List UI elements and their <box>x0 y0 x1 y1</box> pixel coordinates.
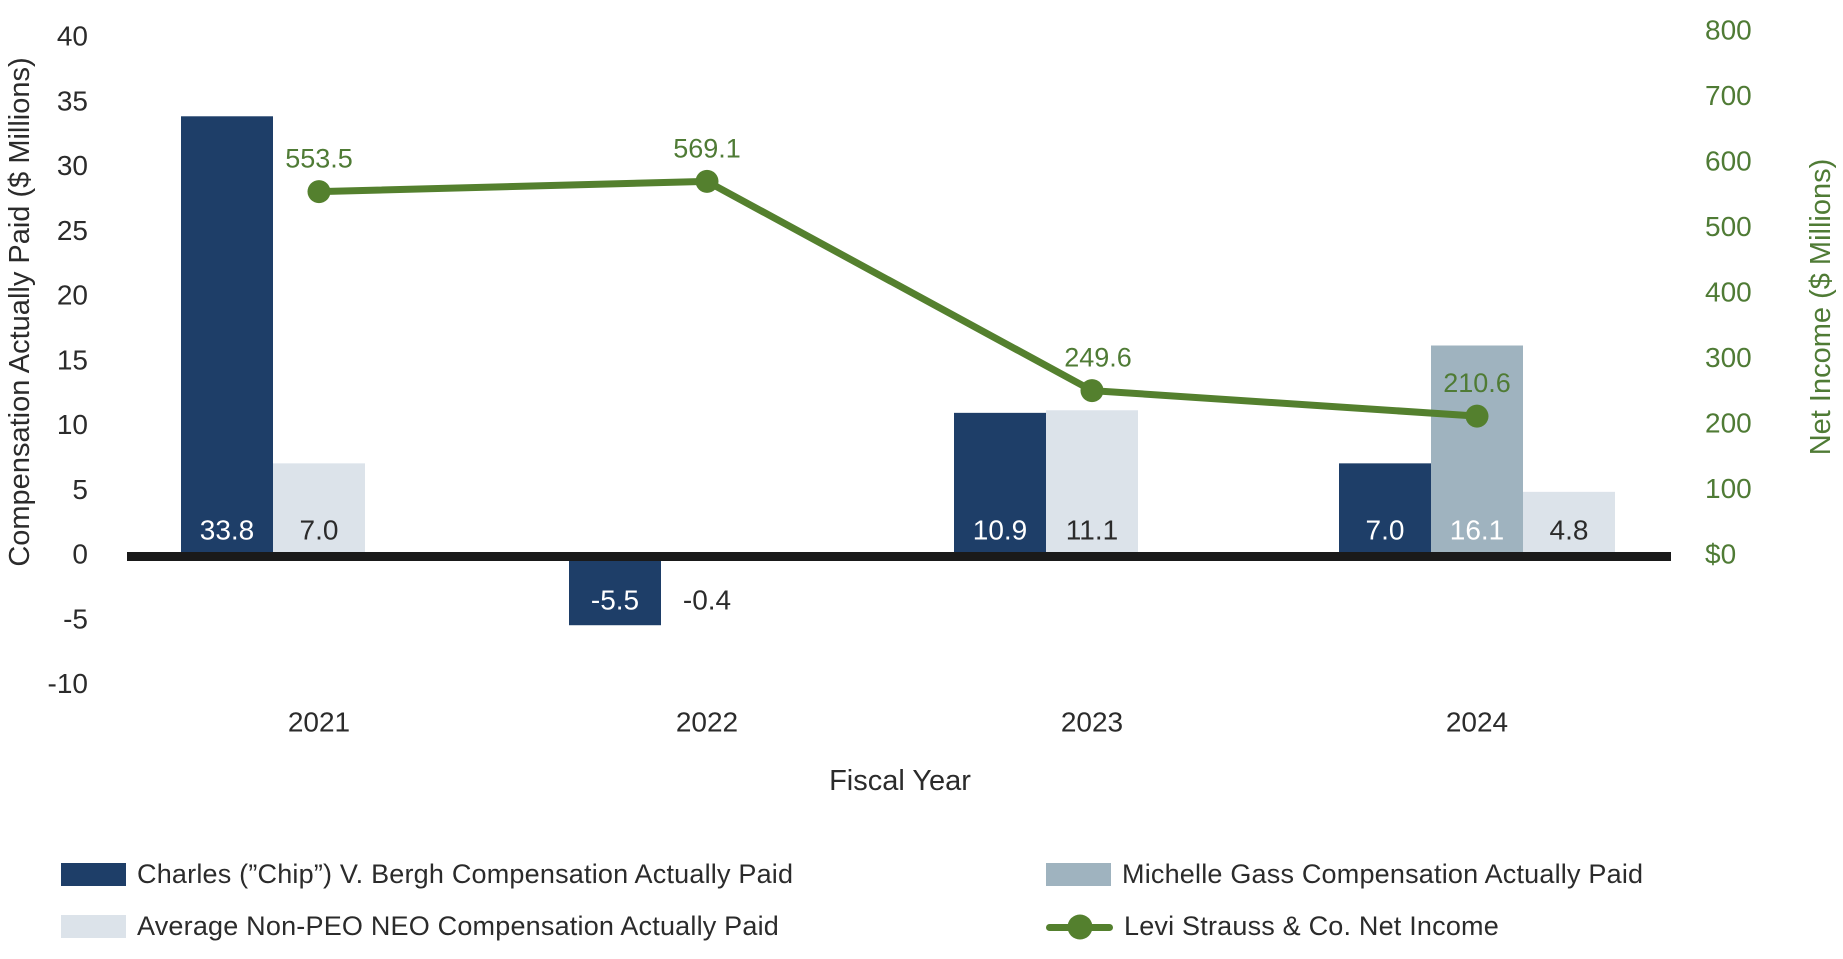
legend-label-net-income: Levi Strauss & Co. Net Income <box>1124 911 1499 941</box>
net-income-line <box>315 177 1481 420</box>
legend-label-bergh: Charles (”Chip”) V. Bergh Compensation A… <box>137 859 794 889</box>
net-income-value-label-2022: 569.1 <box>673 133 741 163</box>
legend-label-non-peo-neo: Average Non-PEO NEO Compensation Actuall… <box>137 911 780 941</box>
bar-2023-non-peo-neo <box>1046 410 1138 554</box>
bar-value-label-2021: 33.8 <box>200 515 255 546</box>
x-axis-tick-2021: 2021 <box>288 707 350 738</box>
x-axis-line <box>127 552 1671 561</box>
right-axis-tick-$0: $0 <box>1705 539 1736 570</box>
left-axis-tick-15: 15 <box>57 344 88 375</box>
bar-value-label-2022: -5.5 <box>591 585 639 616</box>
bar-2024-bergh <box>1339 463 1431 554</box>
bar-2022-bergh <box>569 554 661 626</box>
net-income-marker-icon <box>1067 914 1092 939</box>
x-axis-tick-2022: 2022 <box>676 707 738 738</box>
left-axis-tick-0: 0 <box>72 539 88 570</box>
left-axis-tick-20: 20 <box>57 280 88 311</box>
left-axis-tick-10: 10 <box>57 409 88 440</box>
left-axis-tick-30: 30 <box>57 150 88 181</box>
bergh-swatch-icon <box>61 863 126 886</box>
bar-2024-non-peo-neo <box>1523 491 1615 554</box>
x-axis-tick-2024: 2024 <box>1446 707 1508 738</box>
left-axis-title: Compensation Actually Paid ($ Millions) <box>4 57 36 566</box>
x-axis-tick-2023: 2023 <box>1061 707 1123 738</box>
chart-legend: Charles (”Chip”) V. Bergh Compensation A… <box>61 854 1643 947</box>
bar-value-label-2021: 7.0 <box>300 515 339 546</box>
left-axis-tick-5: 5 <box>72 474 88 505</box>
legend-item-bergh: Charles (”Chip”) V. Bergh Compensation A… <box>61 854 1046 895</box>
left-axis-tick-35: 35 <box>57 85 88 116</box>
left-axis-tick--5: -5 <box>63 603 88 634</box>
bar-2021-non-peo-neo <box>273 463 365 554</box>
bar-2024-gass <box>1431 345 1523 554</box>
net-income-value-label-2021: 553.5 <box>285 144 353 174</box>
chart-canvas: 40 35 30 25 20 15 10 5 0 -5 -10 800 700 600 500 400 300 2… <box>4 15 1837 797</box>
bar-value-label-2023: 10.9 <box>973 515 1028 546</box>
non-peo-neo-swatch-icon <box>61 915 126 938</box>
net-income-marker-2021 <box>307 180 331 204</box>
net-income-line-swatch-icon <box>1046 914 1113 940</box>
x-axis-title: Fiscal Year <box>829 765 971 797</box>
right-axis-tick-400: 400 <box>1705 277 1752 308</box>
right-axis-tick-700: 700 <box>1705 80 1752 111</box>
bar-2021-bergh <box>181 116 273 554</box>
bar-value-label-2024: 7.0 <box>1366 515 1405 546</box>
bar-value-label-2023: 11.1 <box>1066 515 1118 546</box>
bar-2023-bergh <box>954 412 1046 554</box>
net-income-marker-2023 <box>1080 379 1104 403</box>
net-income-value-label-2024: 210.6 <box>1443 368 1511 398</box>
net-income-marker-2024 <box>1465 404 1489 428</box>
legend-label-gass: Michelle Gass Compensation Actually Paid <box>1122 859 1644 889</box>
net-income-marker-2022 <box>695 169 719 193</box>
right-axis-tick-300: 300 <box>1705 342 1752 373</box>
left-axis-tick-40: 40 <box>57 21 88 52</box>
bar-value-label-2022: -0.4 <box>683 585 731 616</box>
right-axis-tick-800: 800 <box>1705 15 1752 46</box>
right-axis-title: Net Income ($ Millions) <box>1805 159 1837 456</box>
right-axis-tick-600: 600 <box>1705 146 1752 177</box>
left-axis-tick--10: -10 <box>48 668 88 699</box>
right-axis-tick-100: 100 <box>1705 473 1752 504</box>
left-axis-tick-25: 25 <box>57 215 88 246</box>
legend-item-gass: Michelle Gass Compensation Actually Paid <box>1046 854 1643 895</box>
gass-swatch-icon <box>1046 863 1111 886</box>
net-income-value-label-2023: 249.6 <box>1064 343 1132 373</box>
legend-item-net-income: Levi Strauss & Co. Net Income <box>1046 906 1643 947</box>
legend-item-non-peo-neo: Average Non-PEO NEO Compensation Actuall… <box>61 906 1046 947</box>
right-axis-tick-500: 500 <box>1705 211 1752 242</box>
bar-value-label-2024: 4.8 <box>1550 515 1589 546</box>
bar-value-label-2024: 16.1 <box>1450 515 1505 546</box>
right-axis-tick-200: 200 <box>1705 408 1752 439</box>
